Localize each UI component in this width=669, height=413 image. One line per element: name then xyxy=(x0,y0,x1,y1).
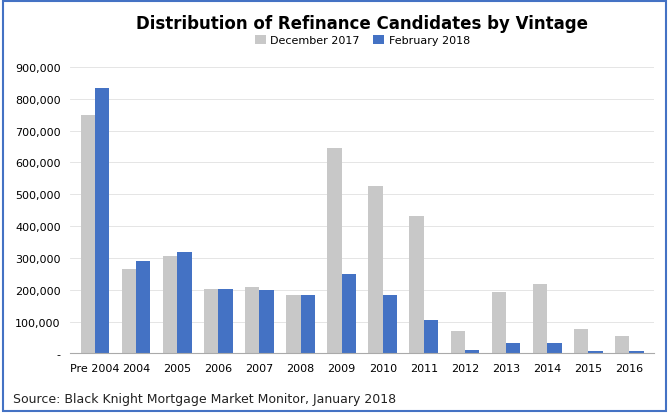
Bar xyxy=(327,149,342,354)
Bar xyxy=(409,216,424,354)
Bar xyxy=(383,295,397,354)
Bar xyxy=(630,351,644,354)
Bar xyxy=(245,287,260,354)
Title: Distribution of Refinance Candidates by Vintage: Distribution of Refinance Candidates by … xyxy=(136,15,588,33)
Bar xyxy=(81,115,95,354)
Bar xyxy=(177,252,191,354)
Bar xyxy=(450,331,465,354)
Bar xyxy=(122,269,136,354)
Bar xyxy=(300,296,315,354)
Bar xyxy=(533,284,547,354)
Text: Source: Black Knight Mortgage Market Monitor, January 2018: Source: Black Knight Mortgage Market Mon… xyxy=(13,392,397,405)
Bar xyxy=(369,187,383,354)
Bar xyxy=(492,292,506,354)
Bar xyxy=(286,295,300,354)
Bar xyxy=(95,88,110,354)
Bar xyxy=(588,351,603,354)
Bar xyxy=(465,350,479,354)
Bar xyxy=(260,290,274,354)
Bar xyxy=(163,257,177,354)
Bar xyxy=(506,344,520,354)
Bar xyxy=(574,329,588,354)
Bar xyxy=(136,261,151,354)
Bar xyxy=(218,289,233,354)
Bar xyxy=(342,275,356,354)
Bar xyxy=(204,289,218,354)
Bar xyxy=(547,344,561,354)
Legend: December 2017, February 2018: December 2017, February 2018 xyxy=(255,36,470,46)
Bar xyxy=(424,320,438,354)
Bar xyxy=(615,336,630,354)
